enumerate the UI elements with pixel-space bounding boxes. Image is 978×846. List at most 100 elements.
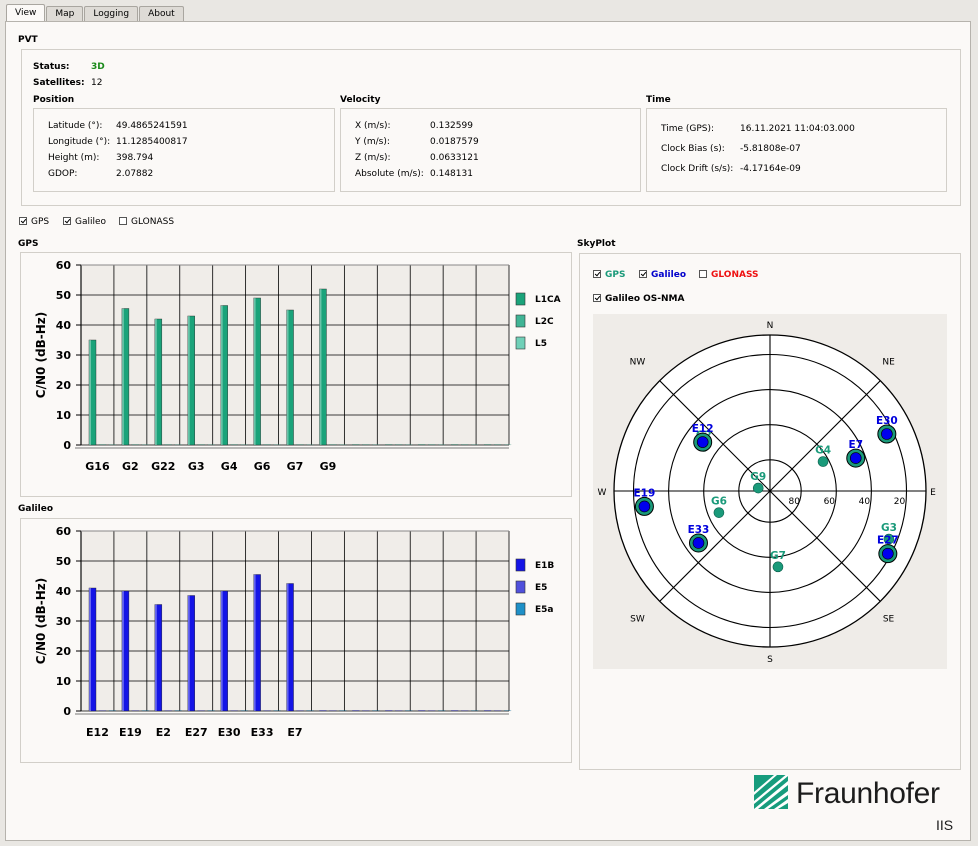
gps-bar-l2c — [329, 444, 337, 446]
gps-bar-l2c — [164, 444, 172, 446]
tab-map[interactable]: Map — [46, 6, 84, 22]
skyplot-canvas: NNEESESSWWNW80604020G2G4G9G6G3G7E12E7E30… — [593, 314, 947, 669]
gps-bar-highlight — [319, 289, 322, 445]
osnma-checkbox[interactable] — [593, 294, 601, 302]
fraunhofer-logo-text: Fraunhofer — [796, 777, 940, 810]
galileo-bar-highlight — [121, 591, 124, 711]
galileo-bar-e5a — [504, 710, 512, 712]
galileo-bar-e5 — [461, 710, 469, 712]
latitude-label: Latitude (°): — [48, 121, 103, 131]
time-box: Time (GPS): 16.11.2021 11:04:03.000 Cloc… — [646, 108, 947, 192]
galileo-bar-e5a — [108, 710, 117, 712]
galileo-bar-e5 — [230, 710, 238, 712]
skyplot-panel: GPS Galileo GLONASS Galileo OS-NMA N NE E S… — [579, 253, 961, 770]
sky-gps-checkbox[interactable] — [593, 270, 601, 278]
galileo-bar-e5a — [471, 710, 479, 712]
gps-chart-title: GPS — [18, 239, 39, 249]
gps-bar-l2c — [263, 444, 271, 446]
gps-bar-highlight — [253, 298, 256, 445]
gps-satellite-marker — [752, 482, 764, 494]
gps-satellite-label: G9 — [750, 471, 766, 483]
tab-bar: View Map Logging About — [6, 4, 185, 22]
galileo-bar-e5a — [141, 710, 149, 712]
gps-legend-swatch — [515, 292, 526, 306]
gps-ytick-label: 20 — [56, 379, 72, 392]
time-title: Time — [646, 95, 671, 105]
fraunhofer-logo-mark — [754, 775, 788, 809]
sky-filter-galileo[interactable]: Galileo — [639, 270, 686, 280]
galileo-satellite-marker — [696, 436, 709, 448]
vel-z-value: 0.0633121 — [430, 153, 479, 163]
gps-category-label: G7 — [287, 460, 304, 473]
height-value: 398.794 — [116, 153, 154, 163]
galileo-satellite-marker — [638, 500, 651, 513]
gps-bar-l1ca — [154, 318, 163, 446]
gps-cn0-chart: 0 10 20 30 40 50 60 G16 G2 G22 G3 G4 G6 G7 G9 C/N0 (dB-… — [34, 259, 561, 473]
gps-legend-label: L1CA — [535, 295, 561, 305]
gps-bar-highlight — [286, 310, 289, 445]
fraunhofer-logo-sub: IIS — [936, 817, 954, 833]
gps-bar-l5 — [273, 444, 281, 446]
gps-bar-l5 — [141, 444, 149, 446]
filter-galileo[interactable]: Galileo — [63, 217, 106, 227]
latitude-value: 49.4865241591 — [116, 121, 188, 131]
galileo-bar-e1b — [418, 710, 426, 712]
gps-checkbox[interactable] — [19, 217, 27, 225]
galileo-satellite-label: E19 — [634, 487, 656, 499]
pvt-panel: Status: 3D Satellites: 12 Position Latit… — [21, 49, 961, 206]
filter-gps[interactable]: GPS — [19, 217, 49, 227]
glonass-checkbox[interactable] — [119, 217, 127, 225]
skyplot-direction-label: NE — [882, 357, 895, 367]
galileo-category-label: E33 — [251, 726, 274, 739]
pvt-title: PVT — [18, 35, 38, 45]
galileo-category-label: E2 — [156, 726, 171, 739]
gps-bar-highlight — [220, 305, 223, 445]
tab-about[interactable]: About — [139, 6, 184, 22]
sky-filter-glonass[interactable]: GLONASS — [699, 270, 759, 280]
galileo-satellite-label: E7 — [849, 439, 863, 451]
galileo-checkbox[interactable] — [63, 217, 71, 225]
gps-bar-l5 — [504, 444, 512, 446]
galileo-bar-e5 — [362, 710, 370, 712]
galileo-bar-e1b — [187, 595, 195, 712]
gps-satellite-marker — [713, 507, 725, 518]
vel-x-value: 0.132599 — [430, 121, 473, 131]
tab-view[interactable]: View — [6, 4, 46, 22]
gps-satellite-marker — [772, 561, 784, 573]
gps-satellite-marker — [883, 533, 895, 545]
filter-gps-label: GPS — [31, 217, 50, 227]
gps-bar-l5 — [306, 444, 314, 446]
gps-category-label: G22 — [151, 460, 175, 473]
satellites-value: 12 — [91, 78, 103, 88]
galileo-bar-highlight — [89, 588, 91, 711]
sky-galileo-checkbox[interactable] — [639, 270, 647, 278]
galileo-bar-e1b — [286, 583, 294, 712]
sky-filter-gps-label: GPS — [605, 270, 626, 280]
gps-bar-l5 — [438, 444, 446, 446]
sky-filter-gps[interactable]: GPS — [593, 270, 625, 280]
galileo-bar-highlight — [286, 583, 289, 711]
galileo-ytick-label: 30 — [56, 615, 72, 628]
galileo-bar-e5 — [197, 710, 205, 712]
gps-category-label: G16 — [85, 460, 110, 473]
skyplot-elevation-label: 80 — [788, 497, 800, 507]
gps-category-label: G2 — [122, 460, 139, 473]
gps-bar-l2c — [230, 444, 238, 446]
galileo-bar-e5 — [98, 710, 107, 712]
galileo-ytick-label: 50 — [56, 555, 72, 568]
filter-glonass[interactable]: GLONASS — [119, 217, 174, 227]
sky-glonass-checkbox[interactable] — [699, 270, 707, 278]
osnma-filter[interactable]: Galileo OS-NMA — [593, 294, 684, 304]
gps-category-label: G4 — [221, 460, 238, 473]
gps-satellite-marker — [817, 456, 829, 467]
galileo-bar-highlight — [187, 595, 190, 711]
galileo-satellite-label: E12 — [692, 423, 714, 435]
galileo-bar-highlight — [154, 604, 157, 711]
galileo-bar-e5 — [494, 710, 502, 712]
fraunhofer-logo: Fraunhofer IIS — [754, 775, 964, 837]
gps-ytick-label: 30 — [56, 349, 72, 362]
gps-bar-l1ca — [286, 309, 294, 446]
galileo-bar-e1b — [88, 587, 97, 712]
tab-logging[interactable]: Logging — [84, 6, 139, 22]
galileo-legend-swatch — [515, 580, 526, 594]
